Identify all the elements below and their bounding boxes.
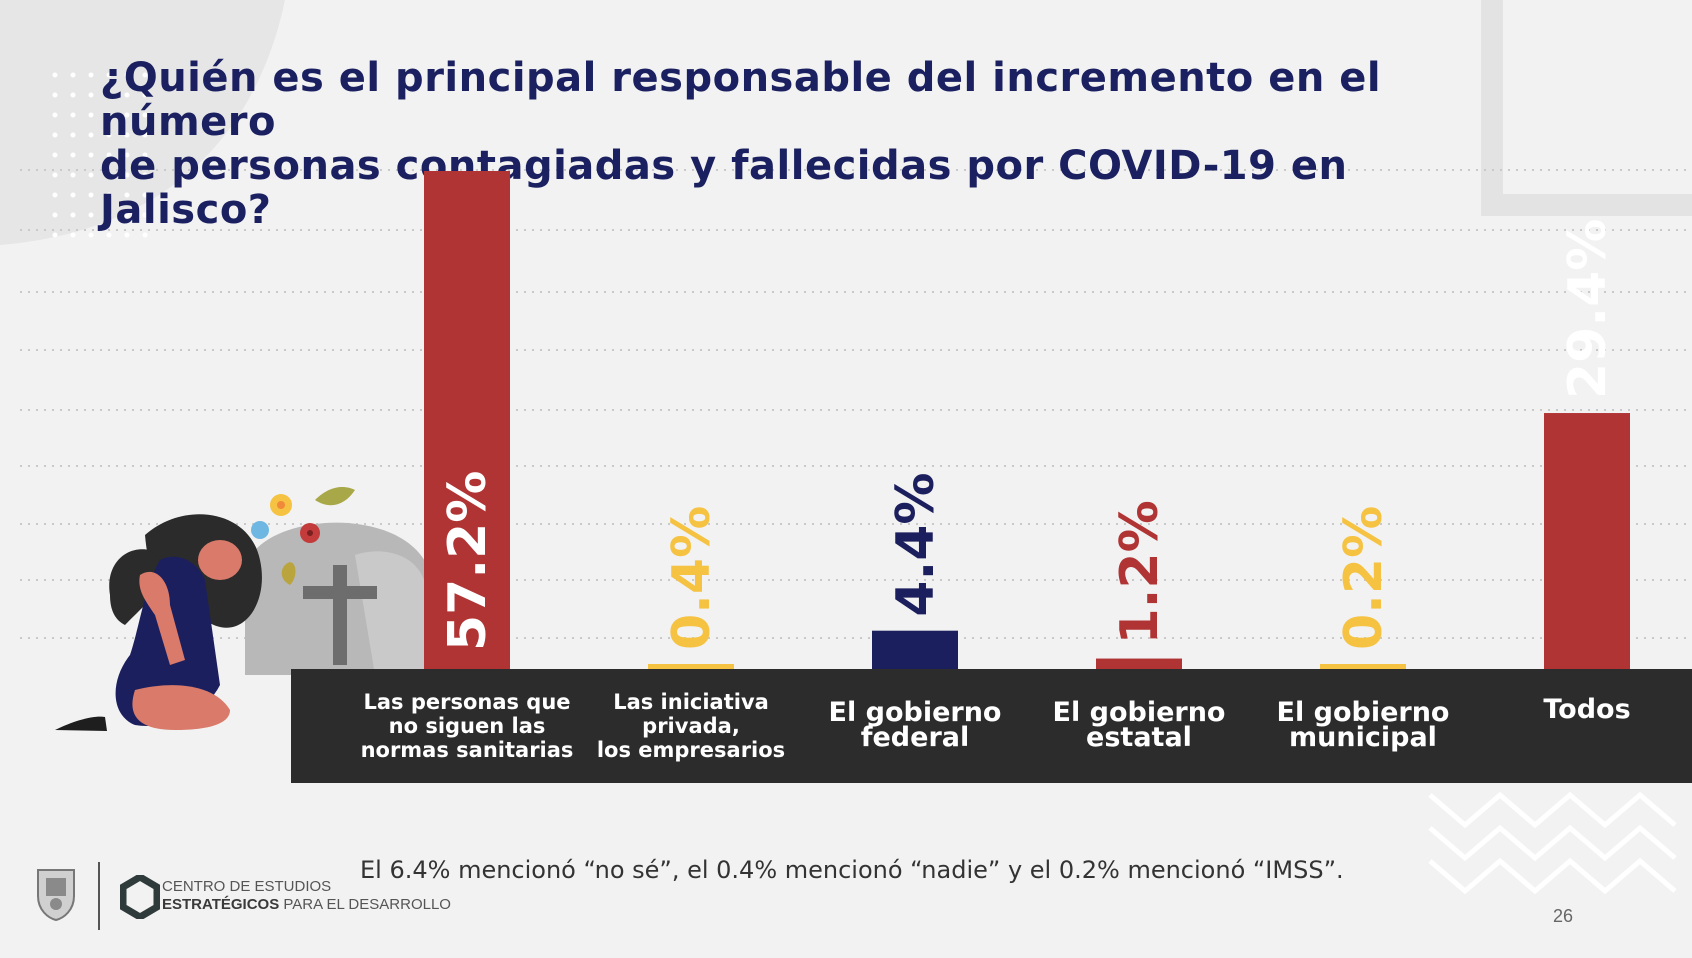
value-label-3: 1.2% xyxy=(1110,500,1170,644)
bar-1 xyxy=(648,664,734,669)
title-line-1: ¿Quién es el principal responsable del i… xyxy=(100,55,1382,145)
footnote: El 6.4% mencionó “no sé”, el 0.4% mencio… xyxy=(360,856,1344,884)
corner-frame-shape xyxy=(1481,0,1692,216)
corner-circle-shape xyxy=(0,0,285,245)
cross-icon xyxy=(303,565,377,665)
value-label-0: 57.2% xyxy=(438,471,498,651)
value-label-5: 29.4% xyxy=(1558,219,1618,399)
value-label-4: 0.2% xyxy=(1334,506,1394,650)
category-label-5: Todos xyxy=(1543,694,1630,725)
category-label-2: El gobierno federal xyxy=(829,697,1002,753)
logo-line-2-bold: ESTRATÉGICOS xyxy=(162,896,280,913)
value-label-2: 4.4% xyxy=(886,472,946,616)
zigzag-pattern xyxy=(1428,791,1677,895)
hexagon-logo-icon xyxy=(120,875,160,919)
logo-divider xyxy=(98,862,100,930)
bar-0 xyxy=(424,171,510,669)
bar-3 xyxy=(1096,658,1182,669)
flower-icon xyxy=(251,487,355,585)
logo-text: CENTRO DE ESTUDIOS ESTRATÉGICOS PARA EL … xyxy=(162,878,451,914)
dot-pattern xyxy=(52,72,148,238)
category-label-0: Las personas que no siguen las normas sani… xyxy=(361,690,574,762)
category-label-1: Las iniciativa privada, los empresarios xyxy=(597,690,785,762)
dotted-gridlines xyxy=(20,169,1692,639)
logo-line-2-rest: PARA EL DESARROLLO xyxy=(279,896,451,913)
category-label-4: El gobierno municipal xyxy=(1277,697,1450,753)
university-crest-icon xyxy=(37,869,75,922)
logo-line-1: CENTRO DE ESTUDIOS xyxy=(162,878,332,895)
woman-figure xyxy=(55,514,262,731)
page-title: ¿Quién es el principal responsable del i… xyxy=(100,56,1520,232)
category-label-3: El gobierno estatal xyxy=(1053,697,1226,753)
logo-line-2: ESTRATÉGICOS PARA EL DESARROLLO xyxy=(162,896,451,914)
title-line-2: de personas contagiadas y fallecidas por… xyxy=(100,143,1348,233)
category-label-band xyxy=(291,669,1692,783)
page-number: 26 xyxy=(1553,906,1574,926)
mourning-illustration xyxy=(55,487,427,731)
bar-5 xyxy=(1544,413,1630,669)
bar-2 xyxy=(872,630,958,669)
value-label-1: 0.4% xyxy=(662,506,722,650)
bar-4 xyxy=(1320,664,1406,669)
